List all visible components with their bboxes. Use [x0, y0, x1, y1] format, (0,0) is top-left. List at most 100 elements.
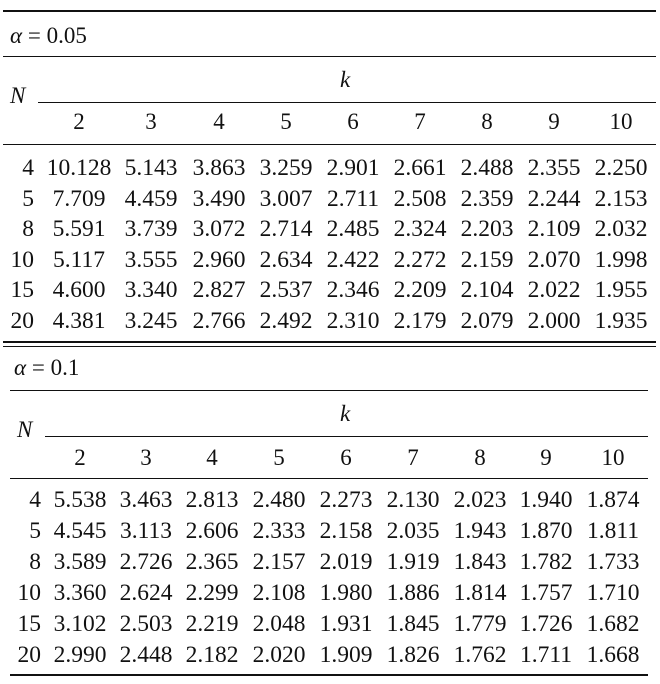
critical-value-cell: 2.035: [386, 518, 440, 544]
critical-value-cell: 2.990: [53, 642, 107, 668]
k-value: 7: [414, 109, 426, 134]
critical-value-cell: 2.023: [453, 487, 507, 513]
k-value: 4: [206, 445, 218, 470]
critical-value-cell: 2.048: [252, 611, 306, 637]
critical-value-cell: 2.272: [393, 246, 447, 273]
n-value: 15: [10, 277, 35, 304]
caption-rule: [10, 390, 648, 391]
critical-value-cell: 2.273: [319, 487, 373, 513]
k-value: 10: [601, 445, 625, 470]
k-header: k: [340, 401, 351, 426]
critical-value-cell: 2.203: [460, 216, 514, 243]
critical-value-cell: 2.714: [259, 216, 313, 243]
critical-value-cell: 2.365: [185, 549, 239, 575]
k-value: 2: [74, 445, 86, 470]
table-row: 4 5.538 3.463 2.813 2.480 2.273 2.130 2.023 1.94…: [0, 485, 660, 515]
critical-value-cell: 2.726: [119, 549, 173, 575]
critical-value-cell: 2.766: [192, 308, 246, 334]
critical-value-cell: 2.711: [326, 185, 379, 212]
alpha-symbol: α: [14, 355, 27, 380]
critical-value-cell: 3.589: [53, 549, 107, 575]
table-row: 8 3.589 2.726 2.365 2.157 2.019 1.919 1.843 1.78…: [0, 547, 660, 577]
critical-value-cell: 1.874: [586, 487, 640, 513]
k-value: 9: [540, 445, 552, 470]
critical-value-cell: 1.814: [453, 580, 507, 606]
critical-value-cell: 1.909: [319, 642, 373, 668]
critical-value-cell: 2.634: [259, 246, 313, 273]
bottom-rule-2: [3, 346, 656, 347]
critical-value-cell: 2.624: [119, 580, 173, 606]
critical-value-cell: 2.492: [259, 308, 313, 334]
critical-value-cell: 2.359: [460, 185, 514, 212]
critical-value-cell: 2.503: [119, 611, 173, 637]
critical-value-cell: 1.843: [453, 549, 507, 575]
critical-value-cell: 2.250: [594, 155, 648, 181]
critical-value-cell: 7.709: [52, 185, 106, 212]
alpha-equals: =: [26, 355, 51, 380]
critical-value-cell: 2.537: [259, 277, 313, 304]
critical-value-cell: 2.324: [393, 216, 447, 243]
table-row: 20 2.990 2.448 2.182 2.020 1.909 1.826 1.762 1.7…: [0, 640, 660, 670]
critical-value-cell: 2.179: [393, 308, 447, 334]
caption-rule: [3, 56, 656, 57]
critical-value-cell: 1.782: [519, 549, 573, 575]
critical-value-cell: 2.159: [460, 246, 514, 273]
critical-value-cell: 2.827: [192, 277, 246, 304]
critical-value-cell: 3.113: [119, 518, 172, 544]
n-header: N: [10, 83, 26, 108]
header-rule: [10, 478, 648, 479]
critical-value-cell: 1.682: [586, 611, 640, 637]
critical-value-cell: 1.870: [519, 518, 573, 544]
critical-value-cell: 5.143: [124, 155, 178, 181]
k-value: 6: [347, 109, 359, 134]
critical-value-cell: 1.826: [386, 642, 440, 668]
critical-value-cell: 2.901: [326, 155, 380, 181]
n-value: 5: [22, 185, 34, 212]
k-value: 5: [273, 445, 285, 470]
critical-value-cell: 1.886: [386, 580, 440, 606]
critical-value-cell: 2.000: [527, 308, 581, 334]
table-row: 8 5.591 3.739 3.072 2.714 2.485 2.324 2.203 2.10…: [0, 214, 660, 244]
critical-value-cell: 2.333: [252, 518, 306, 544]
critical-value-cell: 2.157: [252, 549, 306, 575]
critical-value-cell: 2.070: [527, 246, 581, 273]
critical-value-cell: 1.935: [594, 308, 648, 334]
k-value: 10: [609, 109, 633, 134]
critical-value-cell: 3.072: [192, 216, 246, 243]
n-header: N: [17, 417, 33, 442]
n-value: 5: [29, 518, 41, 544]
bottom-rule-1: [3, 341, 656, 343]
k-span-rule: [38, 102, 656, 103]
alpha-value: 0.05: [46, 23, 87, 48]
top-rule: [3, 10, 656, 12]
n-value: 8: [22, 216, 34, 243]
k-value: 8: [481, 109, 493, 134]
critical-value-cell: 3.739: [124, 216, 178, 243]
critical-value-cell: 5.117: [52, 246, 105, 273]
n-value: 4: [29, 487, 41, 513]
alpha-caption: α = 0.1: [14, 354, 79, 382]
critical-value-cell: 2.299: [185, 580, 239, 606]
alpha-equals: =: [22, 23, 47, 48]
critical-value-cell: 3.863: [192, 155, 246, 181]
critical-value-cell: 1.726: [519, 611, 573, 637]
k-header: k: [340, 67, 351, 92]
critical-value-cell: 5.538: [53, 487, 107, 513]
alpha-symbol: α: [10, 23, 23, 48]
critical-value-cell: 3.360: [53, 580, 107, 606]
critical-value-cell: 1.733: [586, 549, 640, 575]
critical-value-cell: 2.346: [326, 277, 380, 304]
critical-value-cell: 4.459: [124, 185, 178, 212]
critical-value-cell: 3.245: [124, 308, 178, 334]
critical-value-cell: 1.710: [586, 580, 640, 606]
n-value: 20: [17, 642, 42, 668]
critical-value-cell: 1.980: [319, 580, 373, 606]
critical-value-cell: 2.813: [185, 487, 239, 513]
critical-value-cell: 2.130: [386, 487, 440, 513]
critical-value-cell: 3.555: [124, 246, 178, 273]
k-value: 3: [145, 109, 157, 134]
n-value: 10: [17, 580, 42, 606]
critical-value-cell: 2.960: [192, 246, 246, 273]
header-rule: [3, 144, 656, 145]
n-value: 4: [22, 155, 34, 181]
